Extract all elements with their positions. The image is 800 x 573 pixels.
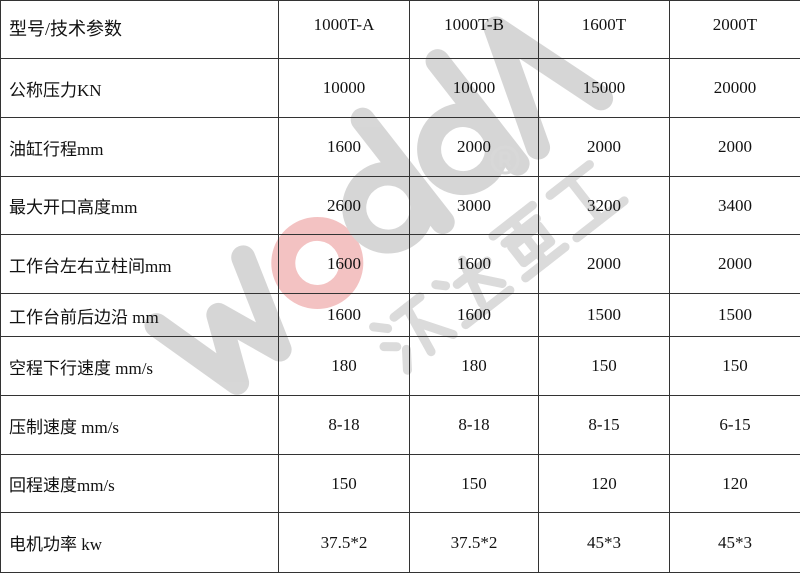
header-model: 2000T <box>670 1 800 59</box>
parameter-label: 空程下行速度 mm/s <box>1 337 279 396</box>
spec-value: 150 <box>279 455 410 513</box>
spec-value: 150 <box>539 337 670 396</box>
spec-value: 1600 <box>279 294 410 337</box>
spec-value: 8-18 <box>410 396 539 455</box>
spec-value: 15000 <box>539 59 670 118</box>
spec-value: 1600 <box>410 294 539 337</box>
header-parameter: 型号/技术参数 <box>1 1 279 59</box>
spec-value: 1500 <box>539 294 670 337</box>
spec-value: 6-15 <box>670 396 800 455</box>
spec-value: 10000 <box>410 59 539 118</box>
header-model: 1000T-B <box>410 1 539 59</box>
spec-value: 1600 <box>279 118 410 177</box>
spec-value: 2000 <box>670 118 800 177</box>
spec-value: 120 <box>670 455 800 513</box>
spec-value: 20000 <box>670 59 800 118</box>
spec-value: 3000 <box>410 177 539 235</box>
spec-value: 8-15 <box>539 396 670 455</box>
spec-value: 37.5*2 <box>279 513 410 573</box>
spec-value: 150 <box>670 337 800 396</box>
spec-value: 2000 <box>539 235 670 294</box>
header-model: 1000T-A <box>279 1 410 59</box>
spec-value: 8-18 <box>279 396 410 455</box>
parameter-label: 回程速度mm/s <box>1 455 279 513</box>
spec-value: 1600 <box>410 235 539 294</box>
spec-value: 3400 <box>670 177 800 235</box>
spec-value: 2000 <box>410 118 539 177</box>
spec-value: 2000 <box>539 118 670 177</box>
spec-value: 180 <box>279 337 410 396</box>
parameter-label: 电机功率 kw <box>1 513 279 573</box>
spec-value: 150 <box>410 455 539 513</box>
spec-value: 10000 <box>279 59 410 118</box>
parameter-label: 公称压力KN <box>1 59 279 118</box>
spec-value: 180 <box>410 337 539 396</box>
parameter-label: 工作台左右立柱间mm <box>1 235 279 294</box>
spec-value: 45*3 <box>670 513 800 573</box>
parameter-label: 最大开口高度mm <box>1 177 279 235</box>
spec-value: 2600 <box>279 177 410 235</box>
parameter-label: 油缸行程mm <box>1 118 279 177</box>
spec-value: 45*3 <box>539 513 670 573</box>
parameter-label: 工作台前后边沿 mm <box>1 294 279 337</box>
spec-value: 37.5*2 <box>410 513 539 573</box>
spec-value: 120 <box>539 455 670 513</box>
spec-value: 2000 <box>670 235 800 294</box>
spec-value: 3200 <box>539 177 670 235</box>
spec-value: 1600 <box>279 235 410 294</box>
spec-value: 1500 <box>670 294 800 337</box>
parameter-label: 压制速度 mm/s <box>1 396 279 455</box>
header-model: 1600T <box>539 1 670 59</box>
